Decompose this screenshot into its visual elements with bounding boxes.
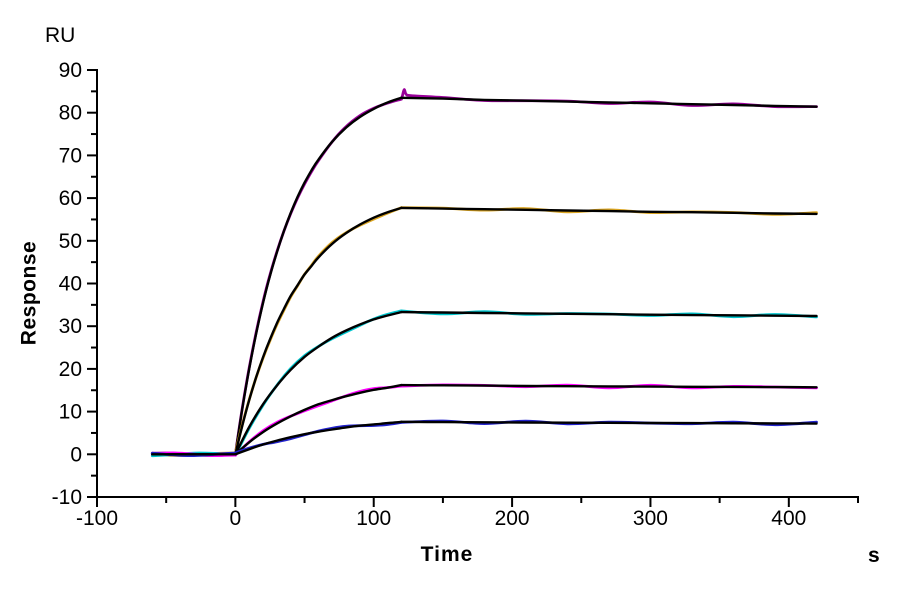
x-axis-title: Time [420,543,474,566]
x-axis-unit-label: s [868,544,880,567]
fit-line [400,310,818,318]
series-trace-2 [150,206,818,457]
x-tick-label: 400 [771,507,806,530]
series-trace-3 [150,309,818,458]
fit-line [234,310,403,456]
y-axis-title: Response [17,240,41,346]
axes [87,69,859,507]
y-tick-label: 40 [59,273,82,296]
experimental-trace [234,206,403,455]
fit-line [234,96,403,456]
x-tick-label: 300 [633,507,668,530]
y-axis-unit-label: RU [45,24,76,47]
y-tick-label: 50 [59,230,82,253]
fit-line [234,206,403,456]
y-tick-label: 10 [59,401,82,424]
fit-line [400,206,818,216]
y-tick-label: 20 [59,358,82,381]
fit-line [400,96,818,108]
y-tick-label: 0 [70,443,82,466]
x-tick-label: 100 [356,507,391,530]
y-tick-label: 60 [59,187,82,210]
fit-line [234,420,403,456]
experimental-trace [234,421,403,455]
y-tick-label: 30 [59,315,82,338]
series-trace-1 [150,88,818,458]
fit-line [400,420,818,425]
fit-line [400,383,818,389]
y-tick-label: -10 [52,486,82,509]
fit-line [234,383,403,456]
experimental-trace [234,97,403,456]
x-tick-label: 200 [495,507,530,530]
series-trace-5 [150,419,818,458]
x-tick-label: 0 [230,507,242,530]
y-tick-label: 80 [59,102,82,125]
x-tick-label: -100 [76,507,118,530]
y-tick-label: 70 [59,144,82,167]
y-tick-label: 90 [59,59,82,82]
